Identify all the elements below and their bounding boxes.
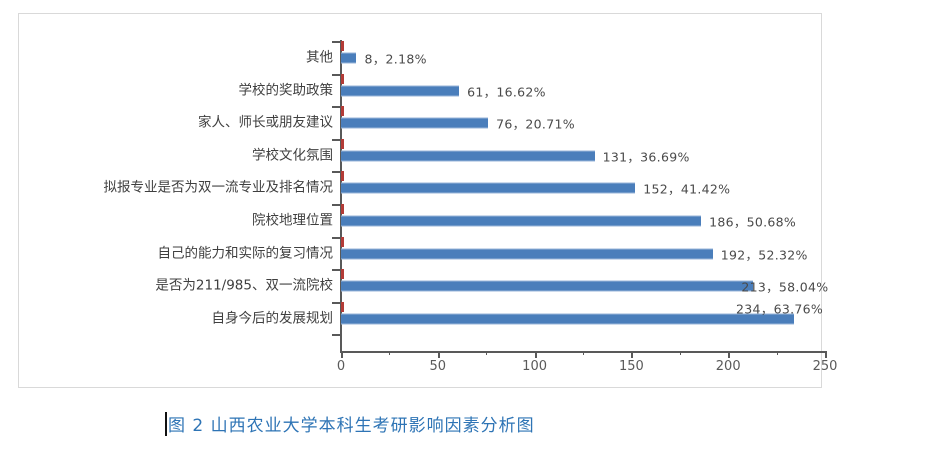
bar-fill xyxy=(341,248,713,260)
y-tick xyxy=(332,269,341,272)
x-tick-minor xyxy=(776,351,778,355)
x-tick-minor xyxy=(583,351,584,355)
figure-caption: 图 2 山西农业大学本科生考研影响因素分析图 xyxy=(168,416,535,436)
chart-frame: 其他学校的奖助政策家人、师长或朋友建议学校文化氛围拟报专业是否为双一流专业及排名… xyxy=(18,13,837,388)
bar-secondary xyxy=(341,269,344,280)
y-axis-line xyxy=(340,40,342,353)
data-label: 234，63.76% xyxy=(736,301,824,317)
text-cursor xyxy=(165,412,167,436)
bar-fill xyxy=(341,182,636,194)
bar xyxy=(341,280,754,292)
x-tick-major xyxy=(631,351,634,358)
data-label: 8，2.18% xyxy=(364,51,427,67)
data-label: 192，52.32% xyxy=(720,247,808,263)
category-label: 自身今后的发展规划 xyxy=(211,310,334,327)
bar-secondary xyxy=(341,301,344,312)
category-label: 是否为211/985、双一流院校 xyxy=(155,277,333,294)
x-tick-minor xyxy=(486,351,488,355)
bar-fill xyxy=(341,280,754,292)
bar-fill xyxy=(341,117,489,129)
x-tick-label: 250 xyxy=(812,359,838,374)
category-label: 自己的能力和实际的复习情况 xyxy=(157,244,334,261)
bar-secondary xyxy=(341,236,344,247)
y-tick xyxy=(332,41,341,43)
x-tick-major xyxy=(534,351,537,358)
bar-fill xyxy=(341,52,357,64)
y-tick xyxy=(332,171,341,174)
data-label: 61，16.62% xyxy=(467,84,546,100)
bar xyxy=(341,117,489,129)
bar-secondary xyxy=(341,106,344,117)
y-tick xyxy=(332,106,341,109)
bar-fill xyxy=(341,85,460,97)
x-tick-label: 0 xyxy=(336,359,346,374)
bar xyxy=(341,182,636,194)
x-tick-major xyxy=(825,351,827,358)
data-label: 186，50.68% xyxy=(709,214,797,230)
x-tick-minor xyxy=(679,351,681,355)
category-label: 家人、师长或朋友建议 xyxy=(198,114,333,131)
x-tick-major xyxy=(728,351,731,358)
bar xyxy=(341,150,595,162)
bar xyxy=(341,85,460,97)
data-label: 213，58.04% xyxy=(741,279,829,295)
bar-secondary xyxy=(341,204,344,214)
x-tick-major xyxy=(437,351,440,358)
bar xyxy=(341,52,357,64)
x-tick-major xyxy=(341,351,343,358)
data-label: 76，20.71% xyxy=(496,116,575,132)
y-tick xyxy=(332,236,341,239)
bar xyxy=(341,313,795,325)
x-tick-label: 50 xyxy=(429,359,447,374)
y-tick xyxy=(332,301,341,304)
x-tick-label: 150 xyxy=(618,359,644,374)
x-tick-label: 200 xyxy=(715,359,741,374)
category-label: 学校的奖助政策 xyxy=(238,81,334,98)
category-label: 其他 xyxy=(306,49,333,66)
bar-fill xyxy=(341,215,702,227)
bar-secondary xyxy=(341,171,344,182)
plot-area: 其他学校的奖助政策家人、师长或朋友建议学校文化氛围拟报专业是否为双一流专业及排名… xyxy=(19,14,837,387)
data-label: 131，36.69% xyxy=(602,149,690,165)
category-label: 学校文化氛围 xyxy=(252,147,333,164)
bar-fill xyxy=(341,313,795,325)
x-tick-minor xyxy=(389,351,391,355)
data-label: 152，41.42% xyxy=(643,181,731,197)
bar-secondary xyxy=(341,73,344,84)
bar-secondary xyxy=(341,41,344,51)
category-label: 院校地理位置 xyxy=(252,212,333,229)
bar xyxy=(341,248,713,260)
y-tick xyxy=(332,73,341,76)
bar-secondary xyxy=(341,138,344,149)
x-tick-label: 100 xyxy=(522,359,548,374)
category-label: 拟报专业是否为双一流专业及排名情况 xyxy=(103,179,334,196)
bar xyxy=(341,215,702,227)
y-tick xyxy=(332,333,341,336)
y-tick xyxy=(332,204,341,206)
bar-fill xyxy=(341,150,595,162)
y-tick xyxy=(332,138,341,141)
